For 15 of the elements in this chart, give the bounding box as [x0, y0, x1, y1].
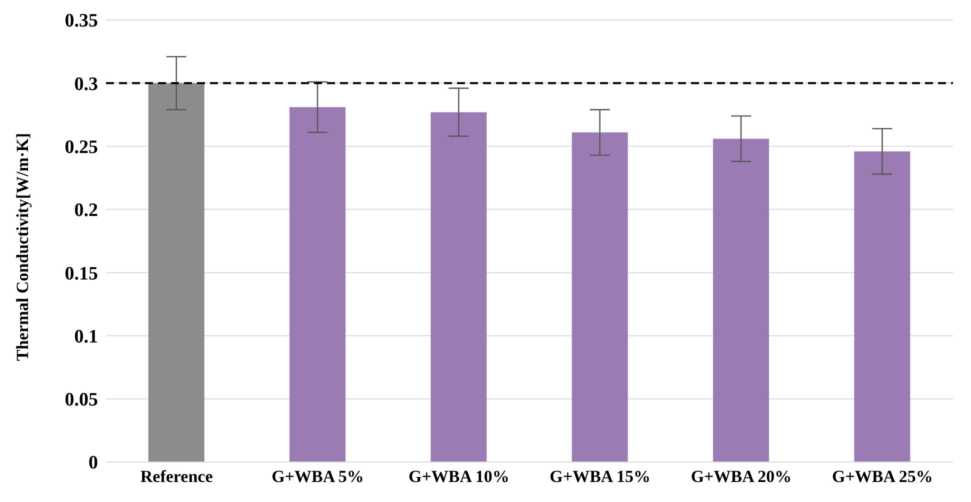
- x-tick-label: G+WBA 25%: [832, 467, 933, 486]
- y-tick-label: 0.05: [64, 390, 98, 411]
- y-tick-label: 0.2: [74, 200, 98, 222]
- y-tick-label: 0: [88, 452, 98, 474]
- x-tick-label: G+WBA 10%: [408, 467, 510, 486]
- y-tick-label: 0.3: [74, 74, 98, 95]
- x-tick-label: G+WBA 15%: [550, 467, 651, 486]
- y-tick-label: 0.35: [64, 10, 98, 32]
- y-axis-title: Thermal Conductivity[W/m·K]: [13, 132, 32, 361]
- x-tick-label: Reference: [140, 467, 214, 486]
- y-tick-label: 0.1: [74, 326, 98, 348]
- x-tick-label: G+WBA 5%: [272, 467, 364, 486]
- x-tick-label: G+WBA 20%: [690, 467, 792, 486]
- y-tick-label: 0.25: [64, 137, 98, 158]
- y-tick-label: 0.15: [64, 263, 98, 284]
